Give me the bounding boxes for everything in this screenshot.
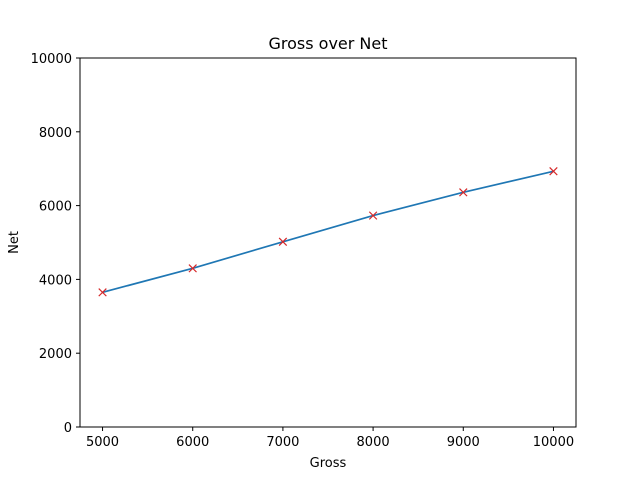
y-tick-label: 8000 xyxy=(39,126,72,141)
y-tick-label: 2000 xyxy=(39,347,72,362)
x-tick-label: 8000 xyxy=(357,435,390,450)
x-tick-label: 7000 xyxy=(266,435,299,450)
marker-stroke xyxy=(278,237,288,246)
y-axis-label: Net xyxy=(7,231,22,254)
y-axis-ticks: 0 2000 4000 6000 8000 10000 xyxy=(31,52,80,436)
x-axis-label: Gross xyxy=(310,456,347,471)
data-point-marker xyxy=(278,237,288,246)
x-tick-label: 10000 xyxy=(533,435,574,450)
data-point-marker xyxy=(98,288,107,297)
x-tick-label: 9000 xyxy=(447,435,480,450)
data-point-marker xyxy=(188,264,197,273)
x-tick-label: 5000 xyxy=(86,435,119,450)
series-line xyxy=(101,170,555,294)
data-point-marker xyxy=(459,188,468,197)
chart-title: Gross over Net xyxy=(268,34,387,53)
marker-stroke xyxy=(98,288,107,297)
series-layer xyxy=(98,167,558,297)
marker-stroke xyxy=(459,188,468,197)
x-axis-ticks: 5000 6000 7000 8000 9000 10000 xyxy=(86,427,574,450)
x-tick-label: 6000 xyxy=(176,435,209,450)
marker-stroke xyxy=(368,211,378,220)
marker-stroke xyxy=(188,264,197,273)
y-tick-label: 6000 xyxy=(39,200,72,215)
y-tick-label: 0 xyxy=(64,421,72,436)
data-point-marker xyxy=(368,211,378,220)
axes-frame xyxy=(79,57,577,428)
y-tick-label: 10000 xyxy=(31,52,72,67)
marker-stroke xyxy=(549,167,558,176)
y-tick-label: 4000 xyxy=(39,273,72,288)
data-point-marker xyxy=(549,167,558,176)
